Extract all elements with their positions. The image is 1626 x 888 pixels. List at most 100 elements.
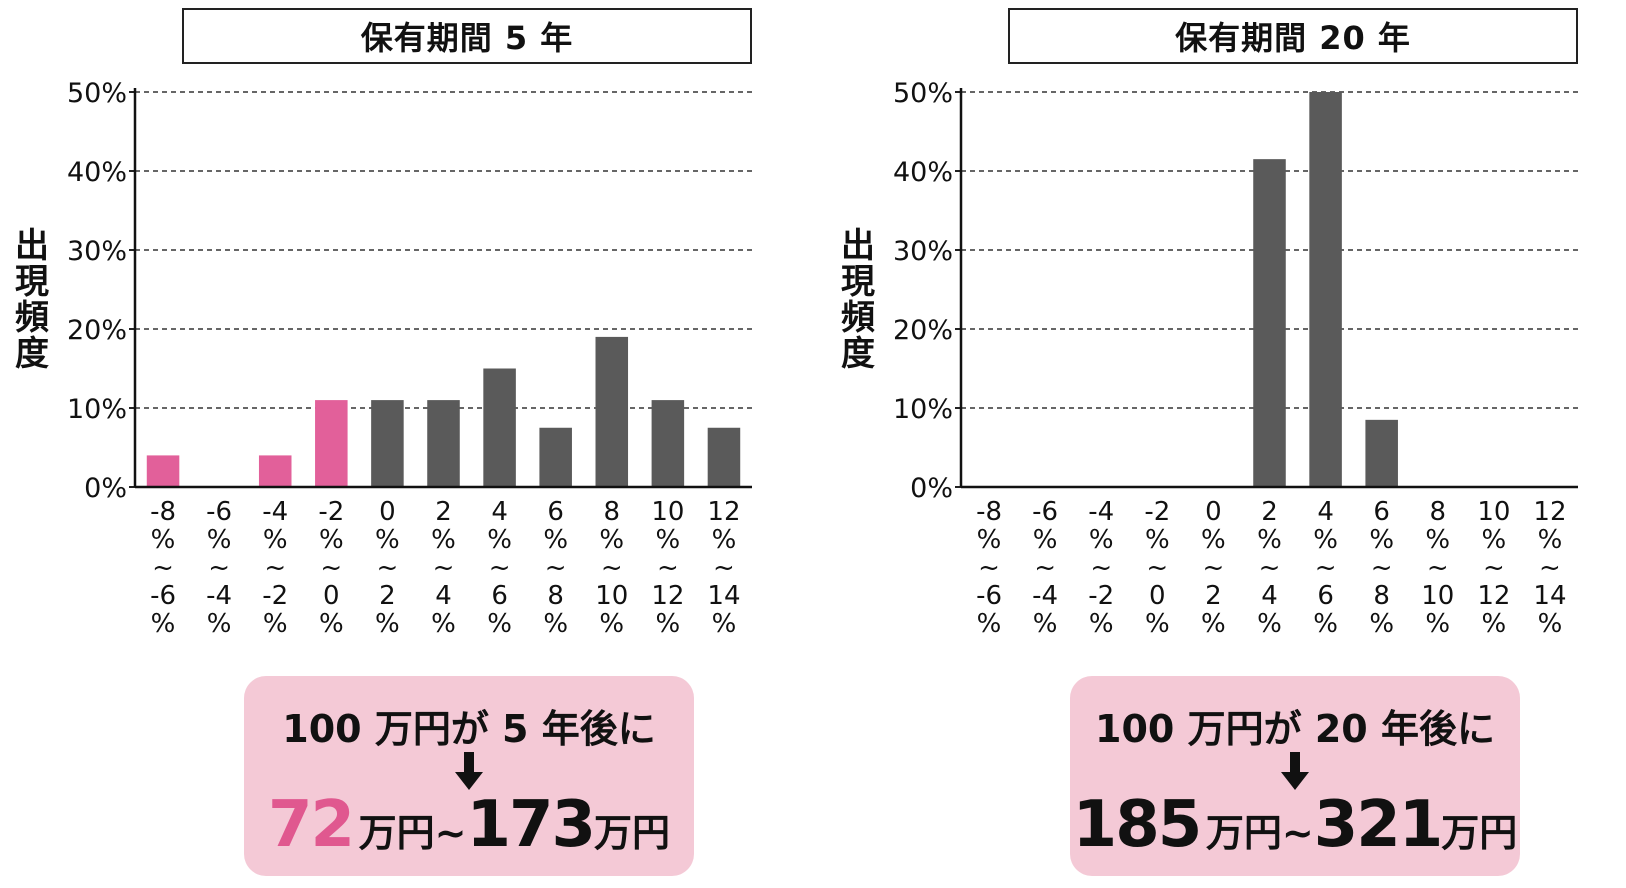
x-tick-label: 8%~10% bbox=[1421, 497, 1454, 639]
x-tick-label-part: % bbox=[431, 609, 456, 639]
summary-box: 100 万円が 20 年後に 185 万円~321万円 bbox=[1070, 676, 1520, 876]
chart-panel-5-years: 保有期間 5 年 出現頻度 0% 10% 20% 30% 40% 50% -8% ~ -6% -6… bbox=[0, 0, 800, 888]
x-tick-label-part: 12 bbox=[1533, 497, 1566, 527]
chart-panel-20-years: 保有期間 20 年 出現頻度 0% 10% 20% 30% 40% 50% -8% ~ -6% -… bbox=[826, 0, 1626, 888]
x-tick-label-part: 12 bbox=[707, 497, 740, 527]
x-tick-label: -6%~-4% bbox=[206, 497, 232, 639]
bar bbox=[1365, 419, 1398, 487]
x-tick-label-part: % bbox=[207, 609, 232, 639]
y-tick-label: 50% bbox=[67, 78, 127, 109]
x-tick-label-part: % bbox=[431, 525, 456, 555]
x-tick-label-part: % bbox=[977, 525, 1002, 555]
y-tick-label: 40% bbox=[67, 157, 127, 188]
x-tick-label-part: 2 bbox=[1205, 581, 1222, 611]
x-tick-label-part: % bbox=[1538, 609, 1563, 639]
x-tick-label-part: % bbox=[1482, 525, 1507, 555]
y-tick-label: 20% bbox=[893, 315, 953, 346]
x-tick-label-part: 6 bbox=[547, 497, 564, 527]
x-tick-label-part: -6 bbox=[1032, 497, 1058, 527]
y-axis-label-char: 出 bbox=[15, 226, 49, 266]
x-tick-label-part: 14 bbox=[707, 581, 740, 611]
y-axis-label-char: 出 bbox=[841, 226, 875, 266]
x-tick-label-part: 0 bbox=[1205, 497, 1222, 527]
x-tick-label-part: % bbox=[1033, 609, 1058, 639]
x-tick-label-part: % bbox=[543, 525, 568, 555]
x-tick-label-part: % bbox=[1538, 525, 1563, 555]
bar bbox=[483, 368, 516, 487]
x-tick-label-part: 8 bbox=[1429, 497, 1446, 527]
summary-tilde: ~ bbox=[1281, 811, 1314, 855]
x-tick-label-part: -4 bbox=[206, 581, 232, 611]
x-tick-label-part: % bbox=[1257, 525, 1282, 555]
x-tick-label-part: ~ bbox=[601, 553, 623, 583]
x-tick-label-part: -2 bbox=[262, 581, 288, 611]
x-tick-label-part: ~ bbox=[1427, 553, 1449, 583]
x-tick-label-part: ~ bbox=[657, 553, 679, 583]
x-tick-label: 4%~6% bbox=[1313, 497, 1338, 639]
summary-tilde: ~ bbox=[434, 811, 467, 855]
x-tick-label-part: ~ bbox=[1539, 553, 1561, 583]
x-tick-label-part: % bbox=[151, 525, 176, 555]
bar bbox=[258, 455, 292, 487]
x-tick-label-part: ~ bbox=[264, 553, 286, 583]
y-tick-label: 0% bbox=[84, 473, 127, 504]
x-tick-label-part: ~ bbox=[713, 553, 735, 583]
y-tick-label: 30% bbox=[67, 236, 127, 267]
x-tick-label-part: % bbox=[1089, 525, 1114, 555]
x-tick-label-part: % bbox=[1033, 525, 1058, 555]
bar bbox=[595, 336, 629, 487]
y-axis-label-char: 頻 bbox=[841, 298, 875, 338]
x-tick-label-part: % bbox=[712, 609, 737, 639]
y-tick-label: 0% bbox=[910, 473, 953, 504]
x-tick-label: 4%~6% bbox=[487, 497, 512, 639]
x-tick-label: 10%~12% bbox=[1477, 497, 1510, 639]
x-tick-label: -4%~-2% bbox=[262, 497, 288, 639]
bar bbox=[1253, 159, 1286, 487]
x-tick-label-part: % bbox=[1089, 609, 1114, 639]
x-tick-label-part: 0 bbox=[323, 581, 340, 611]
x-tick-label-part: ~ bbox=[1483, 553, 1505, 583]
x-tick-label-part: % bbox=[319, 525, 344, 555]
x-tick-label: -2%~0% bbox=[1144, 497, 1170, 639]
x-tick-label: 8%~10% bbox=[595, 497, 628, 639]
x-tick-label-part: % bbox=[543, 609, 568, 639]
bar-chart: 0%10%20%30%40%50%-8%~-6%-6%~-4%-4%~-2%-2… bbox=[67, 78, 752, 639]
x-tick-label-part: % bbox=[1482, 609, 1507, 639]
chart-title: 保有期間 5 年 bbox=[182, 8, 752, 64]
x-tick-label-part: 10 bbox=[1477, 497, 1510, 527]
bar bbox=[146, 455, 180, 487]
x-tick-label: 10%~12% bbox=[651, 497, 684, 639]
x-tick-label-part: ~ bbox=[545, 553, 567, 583]
x-tick-label: -6%~-4% bbox=[1032, 497, 1058, 639]
x-tick-label-part: 6 bbox=[491, 581, 508, 611]
y-tick-label: 50% bbox=[893, 78, 953, 109]
x-tick-label-part: % bbox=[1369, 609, 1394, 639]
x-tick-label-part: ~ bbox=[152, 553, 174, 583]
x-tick-label-part: % bbox=[599, 609, 624, 639]
chart-title: 保有期間 20 年 bbox=[1008, 8, 1578, 64]
down-arrow-icon bbox=[1281, 752, 1309, 790]
x-tick-label-part: 6 bbox=[1317, 581, 1334, 611]
x-tick-label-part: % bbox=[1257, 609, 1282, 639]
x-tick-label-part: ~ bbox=[320, 553, 342, 583]
x-tick-label-part: 8 bbox=[603, 497, 620, 527]
summary-box: 100 万円が 5 年後に 72 万円~173万円 bbox=[244, 676, 694, 876]
x-tick-label-part: 2 bbox=[435, 497, 452, 527]
x-tick-label-part: ~ bbox=[208, 553, 230, 583]
x-tick-label-part: 4 bbox=[435, 581, 452, 611]
y-tick-label: 20% bbox=[67, 315, 127, 346]
x-tick-label-part: -4 bbox=[1032, 581, 1058, 611]
x-tick-label-part: % bbox=[656, 525, 681, 555]
y-axis-label-char: 現 bbox=[15, 262, 49, 302]
summary-range: 185 万円~321万円 bbox=[1070, 788, 1520, 862]
x-tick-label: 0%~2% bbox=[375, 497, 400, 639]
x-tick-label-part: 10 bbox=[1421, 581, 1454, 611]
x-tick-label-part: 12 bbox=[1477, 581, 1510, 611]
x-tick-label-part: 4 bbox=[1317, 497, 1334, 527]
x-tick-label-part: ~ bbox=[978, 553, 1000, 583]
x-tick-label: 12%~14% bbox=[1533, 497, 1566, 639]
x-tick-label-part: ~ bbox=[1259, 553, 1281, 583]
x-tick-label-part: -2 bbox=[318, 497, 344, 527]
x-tick-label-part: % bbox=[1145, 525, 1170, 555]
x-tick-label-part: 8 bbox=[1373, 581, 1390, 611]
